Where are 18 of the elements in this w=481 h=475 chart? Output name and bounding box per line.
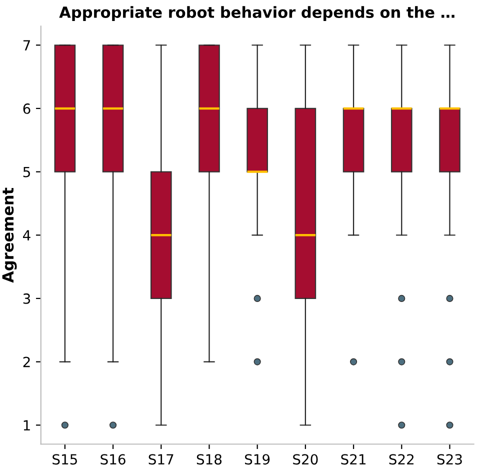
x-tick-label: S23 bbox=[437, 454, 462, 465]
x-tick-label: S16 bbox=[100, 454, 126, 465]
x-tick-label: S20 bbox=[293, 454, 318, 465]
y-tick-label: 1 bbox=[24, 420, 30, 430]
y-tick-label: 5 bbox=[23, 166, 30, 178]
x-tick-label: S15 bbox=[52, 454, 77, 465]
y-tick-label: 4 bbox=[23, 230, 30, 240]
chart-title: Appropriate robot behavior depends on the … bbox=[59, 6, 454, 21]
y-axis-title: Agreement bbox=[2, 188, 17, 283]
y-tick-label: 7 bbox=[23, 40, 30, 50]
y-tick-label: 2 bbox=[23, 356, 30, 368]
x-tick-label: S22 bbox=[389, 454, 414, 465]
y-tick-label: 6 bbox=[23, 103, 30, 114]
y-tick-label: 3 bbox=[23, 293, 30, 304]
x-tick-label: S17 bbox=[148, 454, 174, 465]
x-tick-label: S21 bbox=[341, 454, 366, 465]
x-tick-label: S19 bbox=[245, 454, 270, 465]
x-tick-label: S18 bbox=[196, 454, 222, 465]
